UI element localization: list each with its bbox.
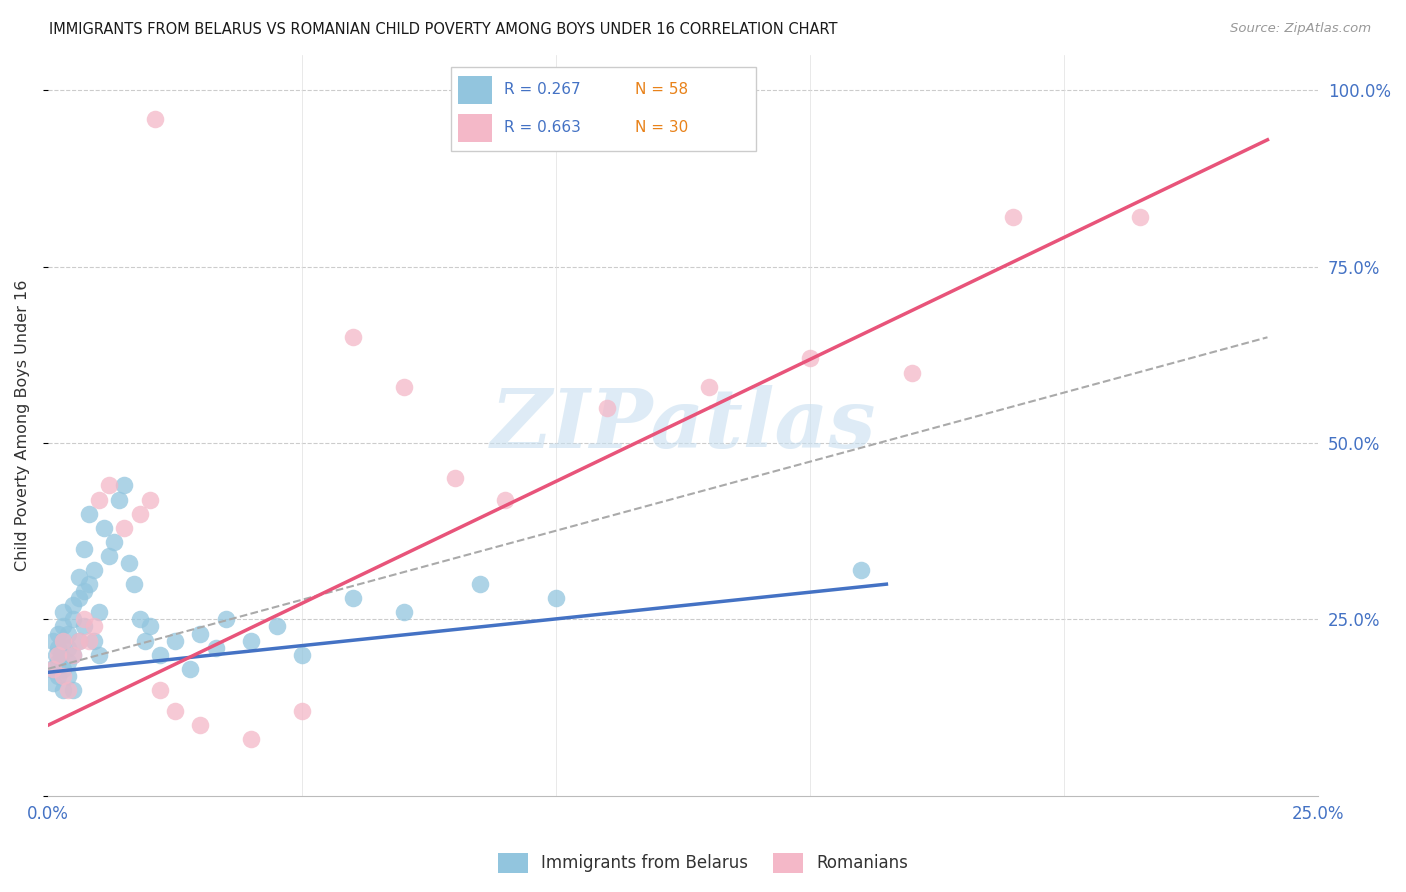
Point	[240, 633, 263, 648]
Point	[46, 626, 69, 640]
Point	[697, 379, 720, 393]
Point	[52, 669, 75, 683]
Point	[138, 619, 160, 633]
Point	[128, 612, 150, 626]
Point	[266, 619, 288, 633]
Point	[108, 492, 131, 507]
Point	[58, 626, 80, 640]
Point	[190, 626, 212, 640]
Point	[112, 521, 135, 535]
Point	[190, 718, 212, 732]
Point	[546, 591, 568, 606]
Point	[118, 556, 141, 570]
Point	[62, 648, 84, 662]
Point	[291, 648, 314, 662]
Point	[58, 655, 80, 669]
Point	[39, 662, 62, 676]
Point	[72, 612, 94, 626]
Point	[52, 682, 75, 697]
Point	[52, 606, 75, 620]
Point	[83, 633, 105, 648]
Point	[165, 704, 187, 718]
Point	[52, 619, 75, 633]
Point	[799, 351, 821, 366]
Point	[392, 606, 415, 620]
Point	[392, 379, 415, 393]
Point	[596, 401, 619, 415]
Point	[143, 112, 166, 126]
Point	[291, 704, 314, 718]
Point	[46, 655, 69, 669]
Point	[149, 648, 172, 662]
Point	[87, 648, 110, 662]
Point	[52, 662, 75, 676]
Point	[77, 577, 100, 591]
Point	[149, 682, 172, 697]
Point	[46, 669, 69, 683]
Point	[72, 619, 94, 633]
Point	[83, 563, 105, 577]
Point	[77, 507, 100, 521]
Point	[46, 640, 69, 655]
Point	[98, 478, 121, 492]
Point	[72, 584, 94, 599]
Point	[67, 633, 90, 648]
Point	[46, 648, 69, 662]
Point	[98, 549, 121, 563]
Point	[77, 633, 100, 648]
Point	[49, 648, 72, 662]
Point	[42, 633, 65, 648]
Point	[468, 577, 491, 591]
Point	[849, 563, 872, 577]
Point	[342, 591, 364, 606]
Point	[1129, 211, 1152, 225]
Point	[62, 682, 84, 697]
Point	[67, 591, 90, 606]
Point	[215, 612, 238, 626]
Point	[93, 521, 115, 535]
Point	[494, 492, 516, 507]
Point	[87, 606, 110, 620]
Point	[58, 682, 80, 697]
Point	[62, 599, 84, 613]
Point	[1002, 211, 1025, 225]
Point	[342, 330, 364, 344]
Y-axis label: Child Poverty Among Boys Under 16: Child Poverty Among Boys Under 16	[15, 280, 30, 571]
Point	[124, 577, 146, 591]
Point	[58, 640, 80, 655]
Point	[128, 507, 150, 521]
Point	[134, 633, 156, 648]
Point	[103, 534, 125, 549]
Point	[83, 619, 105, 633]
Point	[179, 662, 201, 676]
Point	[42, 662, 65, 676]
Point	[165, 633, 187, 648]
Point	[901, 366, 924, 380]
Point	[67, 633, 90, 648]
Point	[52, 633, 75, 648]
Legend: Immigrants from Belarus, Romanians: Immigrants from Belarus, Romanians	[491, 847, 915, 880]
Point	[67, 570, 90, 584]
Point	[45, 648, 67, 662]
Text: IMMIGRANTS FROM BELARUS VS ROMANIAN CHILD POVERTY AMONG BOYS UNDER 16 CORRELATIO: IMMIGRANTS FROM BELARUS VS ROMANIAN CHIL…	[49, 22, 838, 37]
Point	[62, 648, 84, 662]
Point	[62, 612, 84, 626]
Point	[42, 676, 65, 690]
Point	[443, 471, 465, 485]
Point	[138, 492, 160, 507]
Text: ZIPatlas: ZIPatlas	[491, 385, 876, 466]
Point	[112, 478, 135, 492]
Point	[240, 732, 263, 747]
Point	[72, 541, 94, 556]
Text: Source: ZipAtlas.com: Source: ZipAtlas.com	[1230, 22, 1371, 36]
Point	[204, 640, 226, 655]
Point	[87, 492, 110, 507]
Point	[52, 633, 75, 648]
Point	[58, 669, 80, 683]
